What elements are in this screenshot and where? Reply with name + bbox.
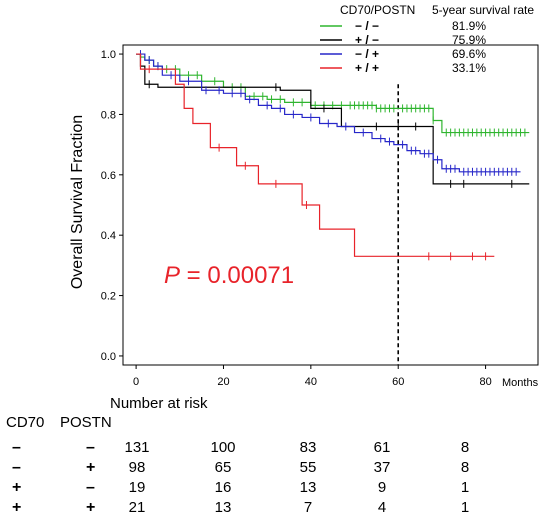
risk-row-postn: –: [86, 479, 95, 496]
legend-item: − / + 69.6%: [320, 47, 486, 61]
risk-count: 1: [460, 499, 470, 516]
risk-count: 61: [373, 439, 391, 456]
legend-item: + / + 33.1%: [320, 61, 486, 75]
risk-count: 131: [124, 439, 150, 456]
y-tick-label: 0.8: [101, 109, 116, 121]
legend-item: − / − 81.9%: [320, 19, 486, 33]
risk-count: 21: [128, 499, 146, 516]
risk-row-cd70: –: [12, 439, 21, 456]
y-tick-label: 0.4: [101, 230, 116, 242]
risk-count: 55: [299, 459, 317, 476]
legend-header-group: CD70/POSTN: [340, 3, 415, 17]
legend-rate: 69.6%: [452, 47, 486, 61]
x-axis-unit: Months: [502, 377, 539, 389]
risk-count: 19: [128, 479, 146, 496]
x-tick-label: 80: [479, 376, 491, 388]
legend-item: + / − 75.9%: [320, 33, 486, 47]
risk-row-cd70: +: [12, 499, 22, 516]
risk-count: 13: [299, 479, 317, 496]
series-layer: [136, 50, 530, 261]
legend: CD70/POSTN 5-year survival rate − / − 81.…: [320, 3, 534, 75]
y-tick-label: 1.0: [101, 49, 116, 61]
legend-rate: 81.9%: [452, 19, 486, 33]
risk-col-postn: POSTN: [60, 414, 112, 431]
risk-row-cd70: –: [12, 459, 21, 476]
legend-rate: 75.9%: [452, 33, 486, 47]
series-2: [136, 50, 521, 176]
risk-count: 1: [460, 479, 470, 496]
legend-group: + / −: [355, 33, 379, 47]
risk-col-cd70: CD70: [6, 414, 45, 431]
legend-group: − / −: [355, 19, 379, 33]
x-tick-label: 60: [392, 376, 404, 388]
y-tick-label: 0.2: [101, 291, 116, 303]
y-tick-label: 0.0: [101, 351, 116, 363]
p-value-annotation: P = 0.00071: [164, 262, 294, 289]
p-value-text: = 0.00071: [180, 262, 294, 289]
risk-count: 8: [460, 459, 470, 476]
risk-row-postn: –: [86, 439, 95, 456]
risk-row-postn: +: [86, 459, 96, 476]
legend-rate: 33.1%: [452, 61, 486, 75]
risk-row-postn: +: [86, 499, 96, 516]
survival-curve: [136, 53, 530, 185]
risk-count: 83: [299, 439, 317, 456]
risk-count: 13: [214, 499, 232, 516]
legend-rows: − / − 81.9% + / − 75.9% − / + 69.6% + / + 33.1%: [320, 19, 486, 75]
x-tick-label: 20: [217, 376, 229, 388]
y-axis-title: Overall Survival Fraction: [69, 115, 86, 289]
plot-border: [122, 44, 539, 366]
risk-count: 9: [377, 479, 387, 496]
risk-count: 16: [214, 479, 232, 496]
risk-count: 4: [377, 499, 387, 516]
y-tick-label: 0.6: [101, 170, 116, 182]
risk-count: 8: [460, 439, 470, 456]
series-3: [136, 53, 495, 261]
y-axis-ticks: 0.0 0.2 0.4 0.6 0.8 1.0: [101, 49, 123, 363]
x-tick-label: 0: [133, 376, 139, 388]
x-tick-label: 40: [305, 376, 317, 388]
risk-count: 7: [303, 499, 313, 516]
risk-table-title: Number at risk: [110, 395, 208, 412]
legend-group: − / +: [355, 47, 379, 61]
legend-header-rate: 5-year survival rate: [432, 3, 534, 17]
series-1: [136, 53, 530, 188]
risk-count: 65: [214, 459, 232, 476]
legend-group: + / +: [355, 61, 379, 75]
risk-row-cd70: +: [12, 479, 22, 496]
survival-curve: [136, 53, 521, 173]
risk-count: 100: [210, 439, 236, 456]
plot-frame: [122, 44, 539, 366]
x-axis-ticks: 0 20 40 60 80: [133, 365, 492, 388]
p-value-symbol: P: [164, 262, 180, 289]
risk-count: 98: [128, 459, 146, 476]
survival-curve: [136, 53, 495, 257]
risk-count: 37: [373, 459, 391, 476]
